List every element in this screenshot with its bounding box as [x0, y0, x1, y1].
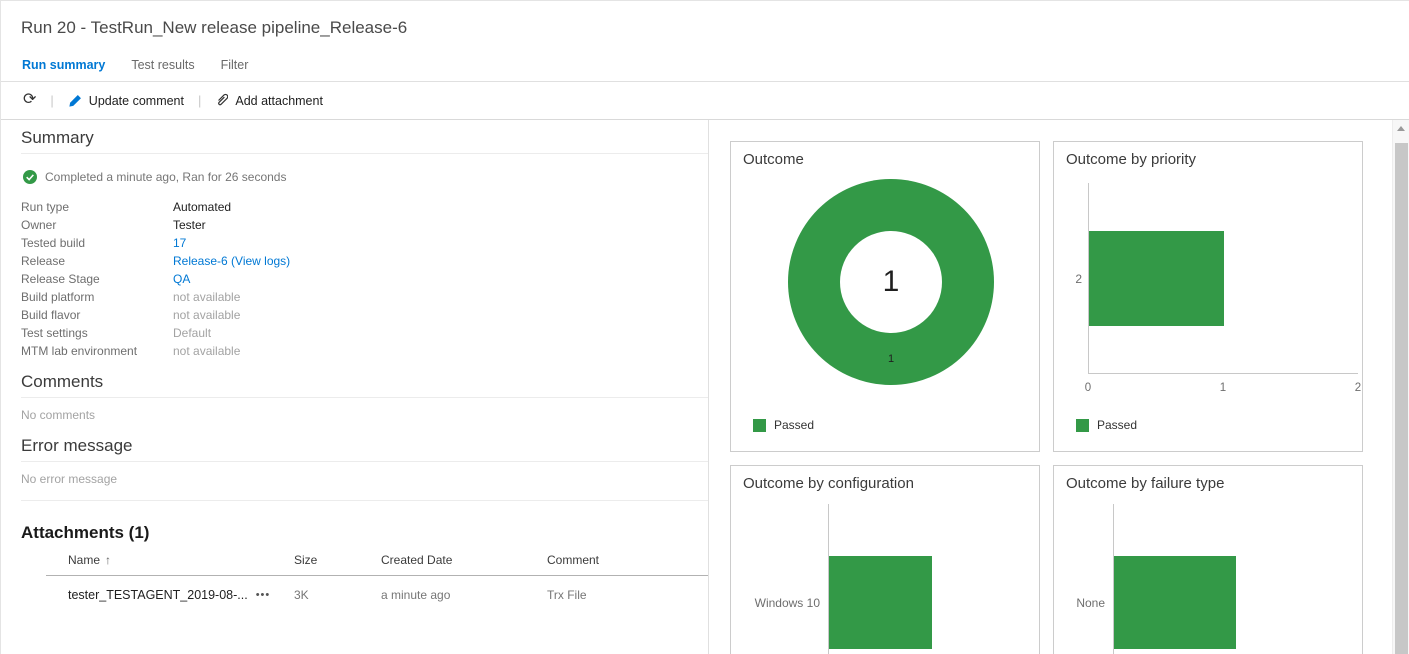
add-attachment-button[interactable]: Add attachment — [215, 93, 323, 108]
field-build-flavor: Build flavor not available — [21, 308, 241, 322]
x-tick-2: 2 — [1354, 382, 1362, 394]
attachments-table-header: Name ↑ Size Created Date Comment — [46, 553, 708, 576]
chart-title: Outcome by failure type — [1066, 475, 1225, 492]
sort-ascending-icon: ↑ — [105, 553, 112, 567]
tab-run-summary[interactable]: Run summary — [22, 58, 106, 72]
category-label: Windows 10 — [754, 596, 820, 610]
x-axis-line — [1088, 373, 1358, 374]
outcome-donut-chart[interactable]: 1 1 — [788, 179, 994, 385]
summary-fields: Run type Automated Owner Tester Tested b… — [21, 198, 708, 360]
tab-filter[interactable]: Filter — [220, 58, 249, 72]
column-header-name[interactable]: Name ↑ — [68, 553, 112, 567]
pencil-icon — [68, 94, 82, 108]
content-area: Summary Completed a minute ago, Ran for … — [1, 120, 1409, 654]
title-bar: Run 20 - TestRun_New release pipeline_Re… — [1, 1, 1409, 38]
release-link[interactable]: Release-6 (View logs) — [173, 254, 291, 268]
page-title: Run 20 - TestRun_New release pipeline_Re… — [21, 18, 408, 37]
legend-swatch-passed — [1076, 418, 1089, 432]
field-owner: Owner Tester — [21, 218, 206, 232]
toolbar: ⟳ | Update comment | Add attachment — [1, 82, 1409, 120]
field-release: Release Release-6 (View logs) — [21, 254, 291, 268]
column-header-size[interactable]: Size — [294, 553, 318, 567]
legend-swatch-passed — [753, 418, 766, 432]
chart-card-outcome: Outcome 1 1 Passed — [730, 141, 1040, 452]
chart-card-outcome-by-failure-type: Outcome by failure type None — [1053, 465, 1363, 654]
row-context-menu-icon[interactable]: ••• — [255, 589, 271, 601]
chart-card-outcome-by-configuration: Outcome by configuration Windows 10 — [730, 465, 1040, 654]
error-message-empty-text: No error message — [21, 472, 118, 486]
field-tested-build: Tested build 17 — [21, 236, 187, 250]
success-check-icon — [23, 170, 37, 184]
x-tick-1: 1 — [1219, 382, 1227, 394]
attachment-row[interactable]: tester_TESTAGENT_2019-08-... ••• 3K a mi… — [46, 576, 708, 602]
charts-pane: Outcome 1 1 Passed Outcome by priority — [709, 120, 1409, 654]
error-message-heading: Error message — [21, 436, 708, 462]
refresh-icon[interactable]: ⟳ — [23, 90, 37, 108]
release-stage-link[interactable]: QA — [173, 272, 191, 286]
field-release-stage: Release Stage QA — [21, 272, 191, 286]
field-mtm-lab-environment: MTM lab environment not available — [21, 344, 241, 358]
y-axis-line — [1113, 504, 1114, 654]
chart-legend: Passed — [1076, 418, 1137, 432]
bar-none-passed[interactable] — [1114, 556, 1236, 649]
donut-total-count: 1 — [882, 265, 900, 298]
legend-label-passed: Passed — [1097, 418, 1138, 432]
category-label: None — [1076, 596, 1105, 610]
bar-windows10-passed[interactable] — [829, 556, 932, 649]
left-pane: Summary Completed a minute ago, Ran for … — [1, 120, 709, 654]
chart-title: Outcome by configuration — [743, 475, 914, 492]
vertical-scrollbar[interactable] — [1392, 120, 1409, 654]
column-header-comment[interactable]: Comment — [547, 553, 600, 567]
toolbar-separator: | — [197, 93, 202, 108]
attachments-heading: Attachments (1) — [21, 523, 150, 542]
donut-slice-label: 1 — [887, 353, 895, 365]
x-tick-0: 0 — [1084, 382, 1092, 394]
field-test-settings: Test settings Default — [21, 326, 212, 340]
tab-test-results[interactable]: Test results — [131, 58, 195, 72]
category-label: 2 — [1075, 272, 1082, 286]
chart-title: Outcome by priority — [1066, 151, 1197, 168]
y-axis-line — [828, 504, 829, 654]
comments-heading: Comments — [21, 372, 708, 398]
field-run-type: Run type Automated — [21, 200, 232, 214]
tab-bar: Run summary Test results Filter — [1, 38, 1409, 82]
update-comment-button[interactable]: Update comment — [68, 94, 184, 108]
run-status-text: Completed a minute ago, Ran for 26 secon… — [45, 170, 287, 184]
attachment-created-date: a minute ago — [381, 588, 451, 602]
run-status: Completed a minute ago, Ran for 26 secon… — [23, 170, 708, 184]
scroll-up-button[interactable] — [1393, 120, 1409, 137]
chart-title: Outcome — [743, 151, 804, 168]
tested-build-link[interactable]: 17 — [173, 236, 187, 250]
bar-priority-2-passed[interactable] — [1089, 231, 1224, 326]
summary-heading: Summary — [21, 128, 708, 154]
toolbar-separator: | — [50, 93, 54, 108]
attachment-name[interactable]: tester_TESTAGENT_2019-08-... — [68, 588, 248, 602]
attachment-size: 3K — [294, 588, 309, 602]
chart-card-outcome-by-priority: Outcome by priority 2 0 1 2 Passed — [1053, 141, 1363, 452]
donut-hole: 1 — [840, 231, 942, 333]
legend-label-passed: Passed — [774, 418, 815, 432]
column-header-created-date[interactable]: Created Date — [381, 553, 453, 567]
paperclip-icon — [215, 93, 229, 108]
chart-legend: Passed — [753, 418, 814, 432]
comments-empty-text: No comments — [21, 408, 96, 422]
attachment-comment: Trx File — [547, 588, 587, 602]
y-axis-line — [1088, 183, 1089, 373]
attachments-table: Name ↑ Size Created Date Comment tester_… — [46, 553, 708, 602]
up-arrow-icon — [1397, 126, 1405, 131]
section-divider — [21, 500, 708, 501]
field-build-platform: Build platform not available — [21, 290, 241, 304]
scrollbar-thumb[interactable] — [1395, 143, 1408, 654]
